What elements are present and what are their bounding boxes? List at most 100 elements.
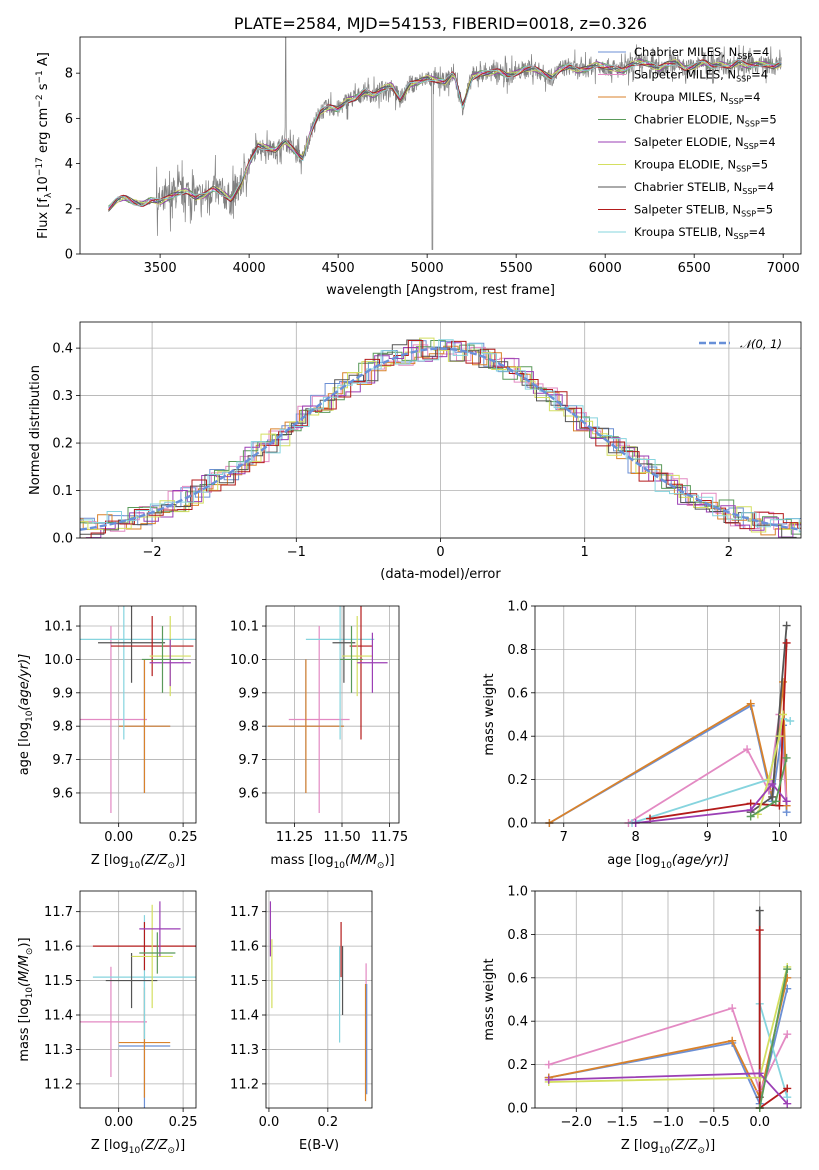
- weight-marker: [783, 1030, 792, 1039]
- y-tick-label: 11.5: [230, 974, 259, 989]
- axes-frame: [79, 605, 197, 824]
- y-tick-label: 0.0: [507, 817, 528, 832]
- residual-histogram: [80, 345, 801, 536]
- x-tick-label: 4500: [322, 261, 355, 276]
- panel-1: 3500 4000 4500 5000 5500 6000 6500 7000 0 2 4 6 8 PLA…: [35, 14, 802, 298]
- y-tick-label: 0.4: [507, 730, 528, 745]
- weight-marker: [783, 1084, 792, 1093]
- axes-frame: [79, 36, 802, 255]
- y-tick-label: 11.4: [44, 1009, 73, 1024]
- y-tick-label: 11.6: [230, 940, 259, 955]
- weight-marker: [746, 812, 755, 821]
- residual-histogram: [80, 337, 801, 533]
- panel-3: 0.00 0.25 9.6 9.7 9.8 9.9 10.0 10.1 Z [log10(Z/Z…: [17, 605, 198, 871]
- x-axis-label: Z [log10(Z/Z⊙)]: [621, 1138, 715, 1156]
- panel-5: 7 8 9 10 0.0 0.2 0.4 0.6 0.8 1.0 age [log10(age/yr…: [482, 600, 802, 871]
- model-spectrum: [108, 59, 782, 211]
- legend-label: Kroupa MILES, NSSP=4: [634, 90, 760, 106]
- panel-6: 0.00 0.25 11.2 11.3 11.4 11.5 11.6 11.7 Z [log10…: [17, 890, 198, 1156]
- weight-marker: [728, 1004, 737, 1013]
- weight-marker: [771, 797, 780, 806]
- legend-label: Chabrier MILES, NSSP=4: [634, 45, 769, 61]
- y-tick-label: 4: [65, 157, 73, 172]
- axes-frame: [79, 321, 802, 539]
- x-tick-label: 10: [771, 830, 788, 845]
- weight-line: [758, 930, 788, 1108]
- y-tick-label: 9.6: [52, 786, 73, 801]
- x-axis-label: Z [log10(Z/Z⊙)]: [91, 1138, 185, 1156]
- y-tick-label: 0.8: [507, 643, 528, 658]
- panel-8: −2.0 −1.5 −1.0 −0.5 0.0 0.0 0.2 0.4 0.6 0.8 1.0 Z […: [482, 885, 802, 1156]
- x-tick-label: −2.0: [560, 1115, 592, 1130]
- y-tick-label: 11.7: [44, 905, 73, 920]
- legend: Chabrier MILES, NSSP=4 Salpeter MILES, NS…: [598, 45, 777, 241]
- y-tick-label: 11.3: [230, 1043, 259, 1058]
- y-tick-label: 10.0: [230, 653, 259, 668]
- y-tick-label: 9.8: [52, 720, 73, 735]
- y-axis-label: age [log10(age/yr)]: [17, 654, 35, 776]
- y-tick-label: 11.3: [44, 1043, 73, 1058]
- weight-line: [649, 642, 788, 820]
- y-tick-label: 6: [65, 112, 73, 127]
- x-tick-label: 6000: [589, 261, 622, 276]
- axes-frame: [534, 890, 802, 1109]
- observed-spectrum: [108, 37, 782, 250]
- y-axis-label: mass weight: [482, 673, 497, 755]
- weight-marker: [775, 732, 784, 741]
- y-tick-label: 0.0: [507, 1102, 528, 1117]
- panel-7: 0.0 0.2 11.2 11.3 11.4 11.5 11.6 11.7 E(B-V): [230, 890, 373, 1153]
- weight-marker: [783, 1099, 792, 1108]
- x-tick-label: 8: [632, 830, 640, 845]
- y-tick-label: 0.2: [507, 773, 528, 788]
- x-tick-label: 1: [581, 545, 589, 560]
- x-tick-label: 5500: [500, 261, 533, 276]
- y-axis-label: mass [log10(M/M⊙)]: [17, 937, 35, 1061]
- x-axis-label: age [log10(age/yr)]: [607, 853, 729, 871]
- residual-histogram: [80, 340, 801, 538]
- residual-histogram: [80, 340, 801, 538]
- x-tick-label: 5000: [411, 261, 444, 276]
- weight-marker: [782, 797, 791, 806]
- x-tick-label: 11.25: [276, 830, 313, 845]
- y-tick-label: 0.2: [507, 1058, 528, 1073]
- y-tick-label: 11.4: [230, 1009, 259, 1024]
- y-axis-label: Flux [fλ10−17 erg cm−2 s−1 A]: [35, 52, 54, 239]
- x-tick-label: 0: [436, 545, 444, 560]
- x-tick-label: 6500: [678, 261, 711, 276]
- legend-label: Salpeter STELIB, NSSP=5: [634, 203, 773, 219]
- y-tick-label: 11.7: [230, 905, 259, 920]
- y-tick-label: 11.5: [44, 974, 73, 989]
- x-tick-label: 0.0: [259, 1115, 280, 1130]
- y-tick-label: 2: [65, 202, 73, 217]
- y-tick-label: 9.6: [238, 786, 259, 801]
- panel-2: −2 −1 0 1 2 0.0 0.1 0.2 0.3 0.4 (data-model)/error…: [28, 321, 802, 582]
- gaussian-curve: [79, 347, 802, 531]
- weight-marker: [743, 745, 752, 754]
- weight-line: [758, 968, 789, 1108]
- y-tick-label: 9.9: [238, 686, 259, 701]
- weight-marker: [755, 926, 764, 935]
- x-axis-label: Z [log10(Z/Z⊙)]: [91, 853, 185, 871]
- x-axis-label: E(B-V): [299, 1138, 339, 1153]
- x-tick-label: 7000: [767, 261, 800, 276]
- x-tick-label: −1.0: [652, 1115, 684, 1130]
- x-tick-label: −1: [287, 545, 306, 560]
- x-tick-label: 7: [560, 830, 568, 845]
- x-tick-label: 0.0: [749, 1115, 770, 1130]
- x-tick-label: 0.25: [169, 830, 198, 845]
- y-tick-label: 0.6: [507, 971, 528, 986]
- legend-label: 𝒩(0, 1): [740, 337, 782, 351]
- weight-marker: [782, 638, 791, 647]
- weight-marker: [544, 1060, 553, 1069]
- weight-marker: [755, 906, 764, 915]
- model-spectrum: [108, 59, 782, 212]
- y-axis-label: Normed distribution: [28, 365, 43, 495]
- y-tick-label: 0.1: [52, 484, 73, 499]
- axes-frame: [265, 890, 373, 1109]
- x-tick-label: 0.2: [317, 1115, 338, 1130]
- y-tick-label: 0.4: [52, 342, 73, 357]
- axes-frame: [534, 605, 802, 824]
- y-tick-label: 0.3: [52, 389, 73, 404]
- y-tick-label: 10.1: [44, 620, 73, 635]
